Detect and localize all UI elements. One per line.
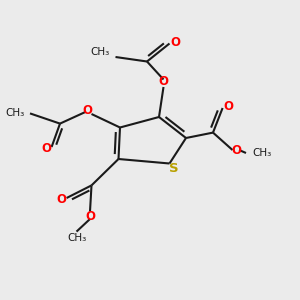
Text: O: O — [232, 143, 242, 157]
Text: O: O — [223, 100, 233, 113]
Text: O: O — [170, 35, 180, 49]
Text: CH₃: CH₃ — [5, 108, 25, 118]
Text: CH₃: CH₃ — [90, 47, 110, 58]
Text: O: O — [82, 104, 92, 118]
Text: CH₃: CH₃ — [67, 232, 86, 243]
Text: O: O — [56, 193, 66, 206]
Text: O: O — [85, 210, 95, 224]
Text: O: O — [158, 75, 169, 88]
Text: O: O — [41, 142, 51, 155]
Text: S: S — [169, 162, 178, 176]
Text: CH₃: CH₃ — [253, 148, 272, 158]
